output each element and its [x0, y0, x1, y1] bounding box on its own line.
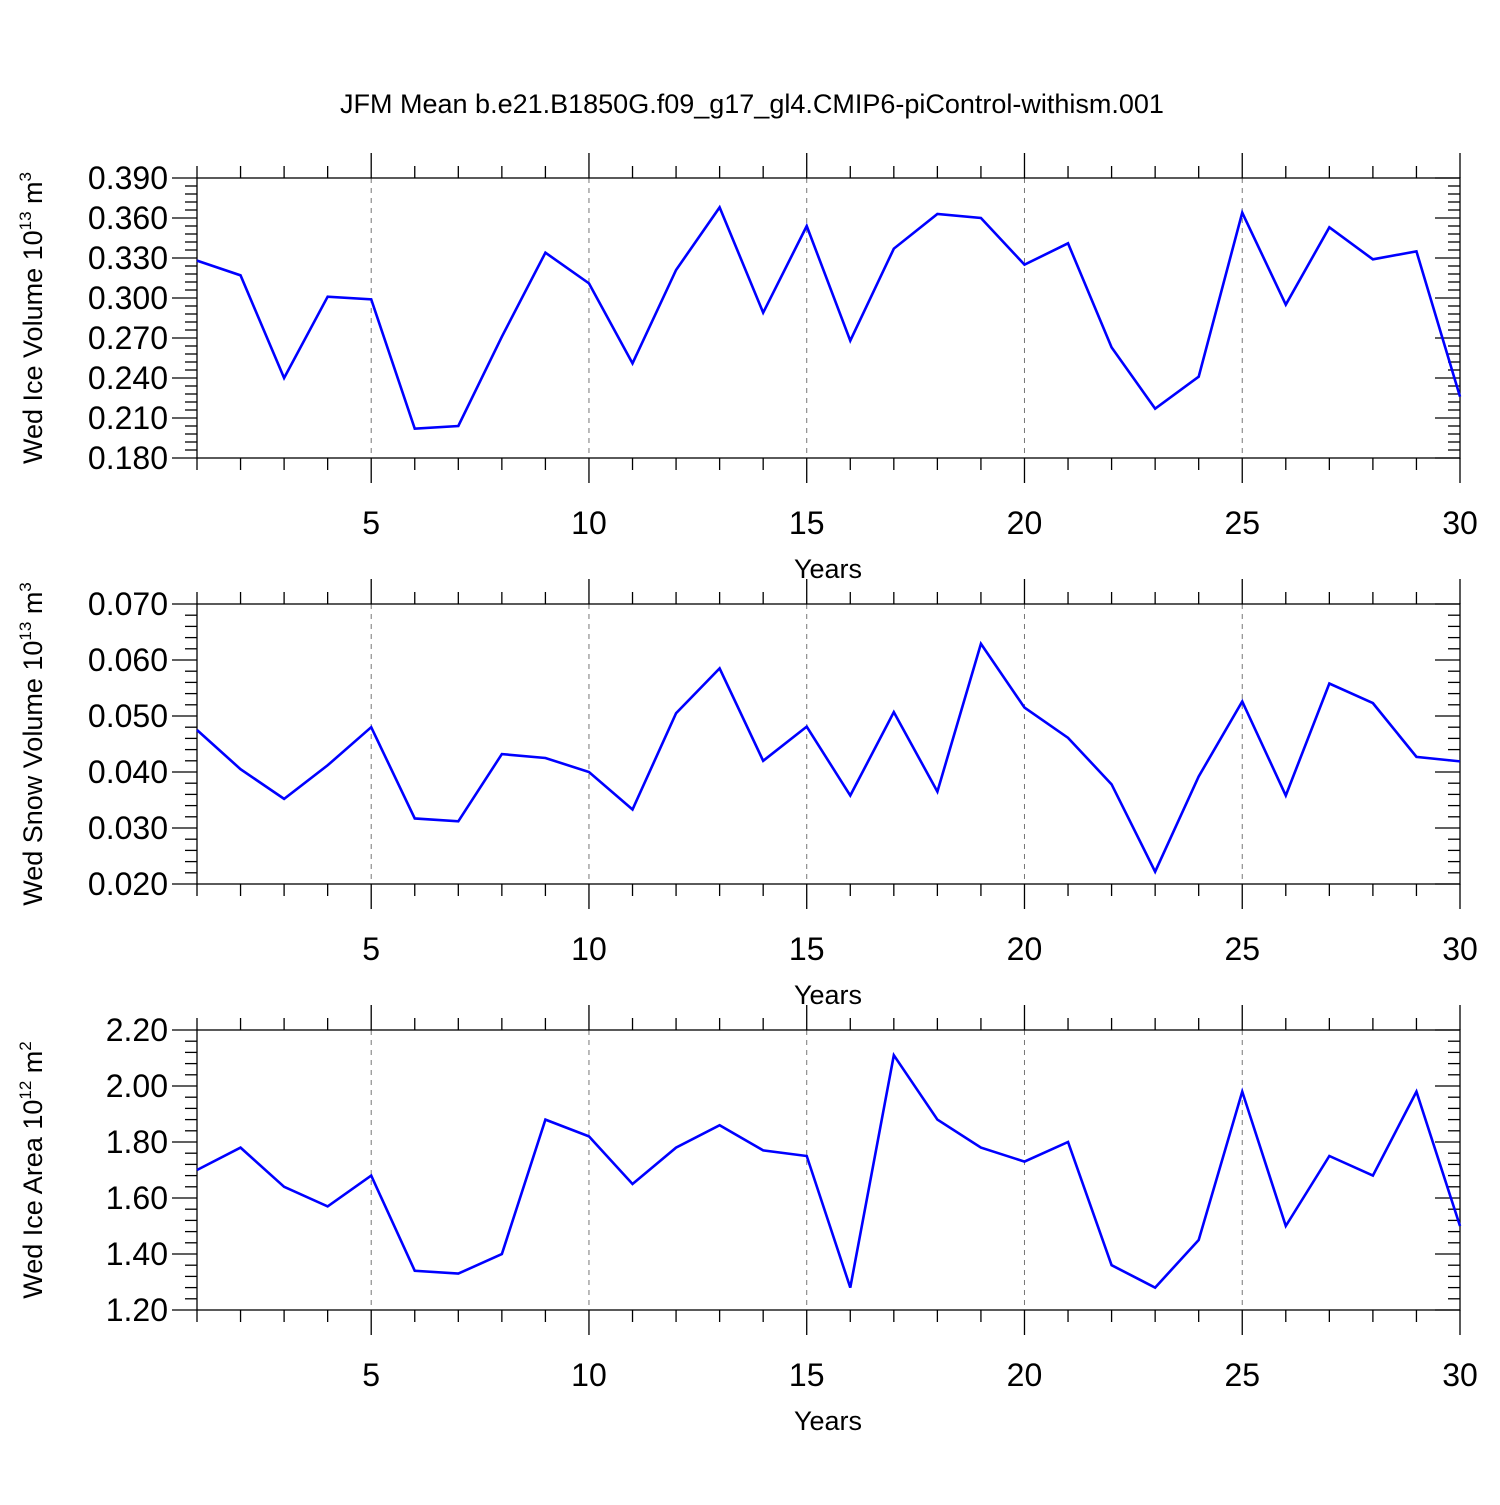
panel-2-y-axis-title: Wed Snow Volume 1013 m3	[16, 582, 48, 906]
y-axis-title-part: Wed Ice Volume 10	[18, 230, 48, 464]
panel-1-x-tick-label: 5	[362, 505, 380, 541]
y-axis-title-part: m	[18, 592, 48, 622]
panel-1-series-line	[197, 207, 1460, 428]
panel-2-x-tick-label: 10	[571, 931, 607, 967]
y-axis-title-part: Wed Ice Area 10	[18, 1100, 48, 1299]
panel-1-x-tick-label: 25	[1224, 505, 1260, 541]
panel-3-y-tick-label: 1.20	[106, 1292, 168, 1328]
y-axis-title-superscript: 3	[16, 582, 35, 591]
panel-3-y-tick-label: 2.20	[106, 1012, 168, 1048]
panel-3-y-axis-title: Wed Ice Area 1012 m2	[16, 1041, 48, 1299]
panel-3-y-tick-label: 1.80	[106, 1124, 168, 1160]
y-axis-title-superscript: 3	[16, 172, 35, 181]
panel-3-x-tick-label: 25	[1224, 1357, 1260, 1393]
y-axis-title-superscript: 12	[16, 1081, 35, 1100]
panel-1-x-tick-label: 30	[1442, 505, 1478, 541]
y-axis-title-part: Wed Snow Volume 10	[18, 641, 48, 906]
panel-1-y-tick-label: 0.240	[88, 360, 168, 396]
panel-2-y-tick-label: 0.020	[88, 866, 168, 902]
y-axis-title-superscript: 2	[16, 1041, 35, 1050]
panel-2-plot-frame	[197, 604, 1460, 884]
chart-title: JFM Mean b.e21.B1850G.f09_g17_gl4.CMIP6-…	[340, 89, 1164, 119]
panel-3-x-tick-label: 15	[789, 1357, 825, 1393]
panel-2-x-tick-label: 30	[1442, 931, 1478, 967]
panel-2-y-tick-label: 0.070	[88, 586, 168, 622]
panel-2-series-line	[197, 644, 1460, 872]
panel-2-y-tick-label: 0.060	[88, 642, 168, 678]
panel-1-plot-frame	[197, 178, 1460, 458]
panel-1-y-tick-label: 0.210	[88, 400, 168, 436]
panel-2-x-tick-label: 25	[1224, 931, 1260, 967]
panel-3-x-tick-label: 10	[571, 1357, 607, 1393]
panel-2-y-tick-label: 0.030	[88, 810, 168, 846]
panel-3-x-tick-label: 5	[362, 1357, 380, 1393]
y-axis-title-superscript: 13	[16, 211, 35, 230]
panel-3-series-line	[197, 1055, 1460, 1287]
panel-3-plot-frame	[197, 1030, 1460, 1310]
panel-1-y-tick-label: 0.360	[88, 200, 168, 236]
y-axis-title-superscript: 13	[16, 622, 35, 641]
panel-1-y-tick-label: 0.330	[88, 240, 168, 276]
panel-2-y-tick-label: 0.050	[88, 698, 168, 734]
panel-3-x-tick-label: 20	[1007, 1357, 1043, 1393]
panel-1-x-tick-label: 15	[789, 505, 825, 541]
y-axis-title-part: m	[18, 1051, 48, 1081]
panel-2-x-tick-label: 15	[789, 931, 825, 967]
panel-1-x-tick-label: 10	[571, 505, 607, 541]
panel-1-y-tick-label: 0.390	[88, 160, 168, 196]
panel-2-x-tick-label: 20	[1007, 931, 1043, 967]
panel-3-y-tick-label: 1.60	[106, 1180, 168, 1216]
panel-1-y-axis-title: Wed Ice Volume 1013 m3	[16, 172, 48, 464]
panel-1-y-tick-label: 0.270	[88, 320, 168, 356]
panel-3-y-tick-label: 1.40	[106, 1236, 168, 1272]
panel-2-y-tick-label: 0.040	[88, 754, 168, 790]
panel-2-x-tick-label: 5	[362, 931, 380, 967]
panel-1-y-tick-label: 0.300	[88, 280, 168, 316]
panel-3-y-tick-label: 2.00	[106, 1068, 168, 1104]
y-axis-title-part: m	[18, 181, 48, 211]
panel-1-y-tick-label: 0.180	[88, 440, 168, 476]
panel-3-x-axis-title: Years	[794, 1406, 862, 1436]
panel-1-x-tick-label: 20	[1007, 505, 1043, 541]
panel-2-x-axis-title: Years	[794, 980, 862, 1010]
panel-1-x-axis-title: Years	[794, 554, 862, 584]
panel-3-x-tick-label: 30	[1442, 1357, 1478, 1393]
